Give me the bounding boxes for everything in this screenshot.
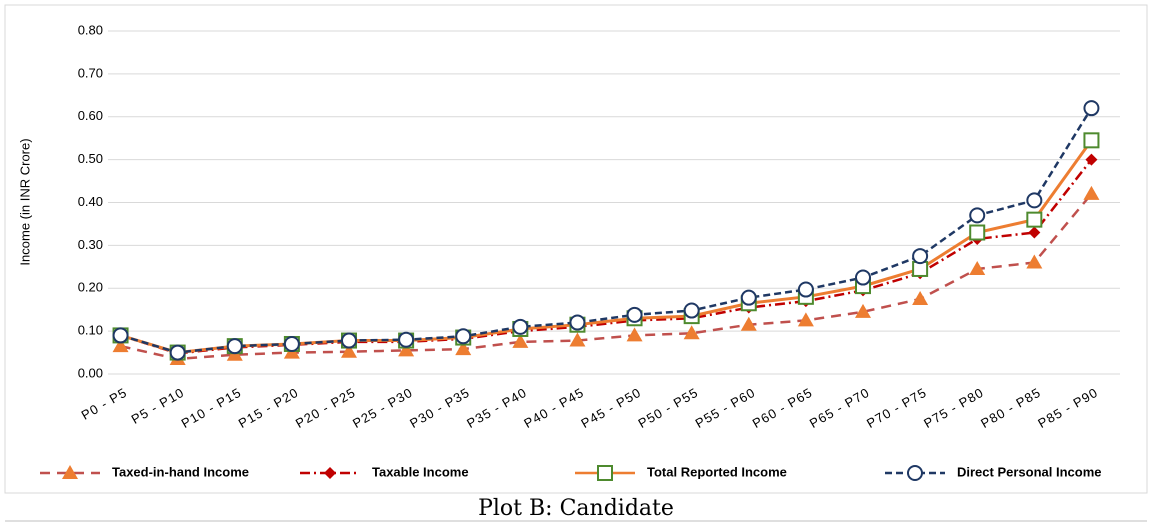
data-point xyxy=(969,224,986,241)
legend-item: Taxed-in-hand Income xyxy=(40,464,249,479)
series-line xyxy=(120,107,1093,354)
x-tick-label: P85 - P90 xyxy=(1035,385,1100,431)
y-tick-label: 0.30 xyxy=(78,237,103,252)
data-point xyxy=(1085,153,1098,166)
data-point xyxy=(797,281,814,298)
caption: Plot B: Candidate xyxy=(478,496,674,521)
x-tick-label: P35 - P40 xyxy=(464,385,529,431)
data-point xyxy=(569,314,586,331)
series-line xyxy=(120,193,1093,361)
x-tick-label: P75 - P80 xyxy=(921,385,986,431)
legend-label: Taxed-in-hand Income xyxy=(112,464,249,479)
x-tick-label: P55 - P60 xyxy=(693,385,758,431)
y-tick-label: 0.20 xyxy=(78,280,103,295)
x-tick-label: P70 - P75 xyxy=(864,385,929,431)
data-point xyxy=(455,328,472,345)
data-point xyxy=(683,325,700,340)
data-point xyxy=(1026,211,1043,228)
data-point xyxy=(969,260,986,275)
chart-frame xyxy=(4,4,1148,494)
legend-marker xyxy=(324,467,336,479)
data-point xyxy=(740,316,757,331)
data-point xyxy=(1083,100,1100,117)
data-point xyxy=(341,332,357,349)
data-point xyxy=(912,248,929,265)
data-point xyxy=(1083,132,1100,149)
x-tick-label: P20 - P25 xyxy=(293,385,358,431)
x-tick-label: P50 - P55 xyxy=(636,385,701,431)
y-tick-label: 0.10 xyxy=(78,323,103,338)
data-point xyxy=(855,303,871,318)
data-point xyxy=(398,331,415,348)
y-tick-label: 0.40 xyxy=(78,194,103,209)
data-point xyxy=(1028,226,1041,239)
data-point xyxy=(112,338,129,353)
y-tick-label: 0.00 xyxy=(78,365,103,380)
x-tick-label: P65 - P70 xyxy=(807,385,872,431)
legend-marker xyxy=(907,465,923,481)
data-point xyxy=(455,341,472,356)
series-line xyxy=(120,139,1093,355)
data-point xyxy=(569,332,586,347)
data-point xyxy=(1026,192,1043,209)
y-tick-label: 0.60 xyxy=(78,108,103,123)
y-tick-label: 0.70 xyxy=(78,65,103,80)
data-point xyxy=(283,335,300,352)
legend-marker xyxy=(62,465,78,479)
legend-label: Direct Personal Income xyxy=(957,464,1102,479)
series-line xyxy=(120,158,1093,355)
data-point xyxy=(797,312,814,327)
data-point xyxy=(512,333,529,348)
legend-label: Taxable Income xyxy=(372,464,469,479)
x-tick-label: P45 - P50 xyxy=(578,385,643,431)
data-point xyxy=(855,269,871,286)
x-tick-label: P40 - P45 xyxy=(521,385,586,431)
data-point xyxy=(112,327,129,344)
legend-marker xyxy=(597,465,613,481)
x-tick-label: P5 - P10 xyxy=(129,385,187,427)
legend-item: Direct Personal Income xyxy=(885,464,1102,481)
x-tick-label: P60 - P65 xyxy=(750,385,815,431)
data-point xyxy=(226,338,243,355)
x-tick-label: P15 - P20 xyxy=(236,385,301,431)
data-point xyxy=(398,342,415,357)
legend-label: Total Reported Income xyxy=(647,464,787,479)
x-tick-label: P30 - P35 xyxy=(407,385,472,431)
legend-item: Total Reported Income xyxy=(575,464,787,481)
x-tick-label: P80 - P85 xyxy=(978,385,1043,431)
data-point xyxy=(512,318,529,335)
data-point xyxy=(683,302,700,319)
data-point xyxy=(341,343,357,358)
legend-item: Taxable Income xyxy=(300,464,469,479)
data-point xyxy=(169,344,186,361)
data-point xyxy=(626,327,643,342)
y-tick-label: 0.80 xyxy=(78,22,103,37)
data-point xyxy=(626,306,643,323)
x-tick-label: P10 - P15 xyxy=(179,385,244,431)
x-tick-label: P25 - P30 xyxy=(350,385,415,431)
y-tick-label: 0.50 xyxy=(78,151,103,166)
x-tick-label: P0 - P5 xyxy=(79,385,130,423)
data-point xyxy=(1083,185,1100,200)
data-point xyxy=(912,290,929,305)
data-point xyxy=(740,289,757,306)
y-axis-label: Income (in INR Crore) xyxy=(17,138,32,265)
data-point xyxy=(1026,254,1043,269)
data-point xyxy=(969,207,986,224)
